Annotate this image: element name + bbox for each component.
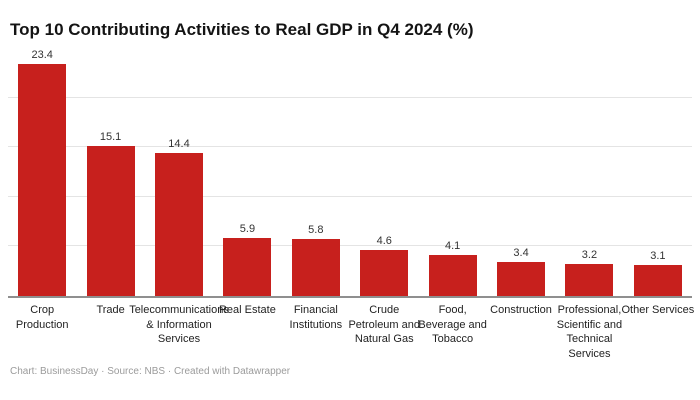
attribution-footer: Chart: BusinessDay · Source: NBS · Creat… <box>10 366 291 377</box>
category-labels-row: Crop Production Trade Telecommunications &… <box>8 303 694 361</box>
bar <box>497 262 546 296</box>
bar-column: 5.8 <box>282 48 350 296</box>
bar-value-label: 3.2 <box>581 249 598 262</box>
category-label-cell: Crude Petroleum and Natural Gas <box>348 303 420 361</box>
category-label: Telecommunications & Information Service… <box>129 304 229 346</box>
category-label-cell: Financial Institutions <box>282 303 350 361</box>
category-label-cell: Professional, Scientific and Technical S… <box>555 303 623 361</box>
category-label-cell: Food, Beverage and Tobacco <box>418 303 487 361</box>
bar-column: 15.1 <box>76 48 144 296</box>
bar <box>155 153 204 296</box>
bar-column: 14.4 <box>145 48 213 296</box>
category-label: Other Services <box>621 304 695 316</box>
gridline <box>8 245 692 247</box>
category-label: Crop Production <box>15 304 69 331</box>
bar-column: 3.4 <box>487 48 555 296</box>
bar-value-label: 3.4 <box>513 247 529 260</box>
plot-area: 23.4 15.1 14.4 5.9 5.8 4.6 4.1 3.4 3.2 3.1 <box>8 48 692 298</box>
category-label: Professional, Scientific and Technical S… <box>556 304 623 360</box>
category-label-cell: Trade <box>76 303 144 361</box>
category-label-cell: Other Services <box>621 303 694 361</box>
gridline <box>8 146 692 148</box>
bar-column: 3.1 <box>624 48 692 296</box>
category-label-cell: Construction <box>487 303 555 361</box>
bar <box>223 237 272 296</box>
bar-column: 4.6 <box>350 48 418 296</box>
category-label: Financial Institutions <box>289 304 343 331</box>
bar-column: 3.2 <box>555 48 623 296</box>
category-label-cell: Telecommunications & Information Service… <box>129 303 229 361</box>
category-label-cell: Real Estate <box>213 303 281 361</box>
bar-column: 5.9 <box>213 48 281 296</box>
category-label: Real Estate <box>218 304 276 316</box>
bar <box>565 264 614 296</box>
bar-value-label: 15.1 <box>99 131 122 144</box>
gridline <box>8 96 692 98</box>
category-label: Crude Petroleum and Natural Gas <box>348 304 420 346</box>
category-label-cell: Crop Production <box>8 303 76 361</box>
bar <box>633 265 682 296</box>
bar-value-label: 14.4 <box>168 138 190 151</box>
bar-value-label: 23.4 <box>31 48 53 61</box>
bar-column: 23.4 <box>8 48 76 296</box>
category-label: Trade <box>96 304 125 316</box>
chart-title: Top 10 Contributing Activities to Real G… <box>10 20 474 39</box>
bar <box>86 146 135 296</box>
bar-value-label: 4.1 <box>444 240 461 253</box>
bar-value-label: 5.9 <box>239 222 256 235</box>
bar-value-label: 4.6 <box>376 235 392 248</box>
bar-value-label: 3.1 <box>650 250 666 263</box>
bar <box>291 238 340 296</box>
gridline <box>8 195 692 197</box>
bar-value-label: 5.8 <box>308 223 324 236</box>
category-label: Food, Beverage and Tobacco <box>418 304 487 346</box>
bar <box>428 255 477 296</box>
bar <box>18 63 67 296</box>
bar-column: 4.1 <box>418 48 486 296</box>
bars-row: 23.4 15.1 14.4 5.9 5.8 4.6 4.1 3.4 3.2 3.1 <box>8 48 692 296</box>
bar <box>360 250 409 296</box>
category-label: Construction <box>490 304 552 316</box>
